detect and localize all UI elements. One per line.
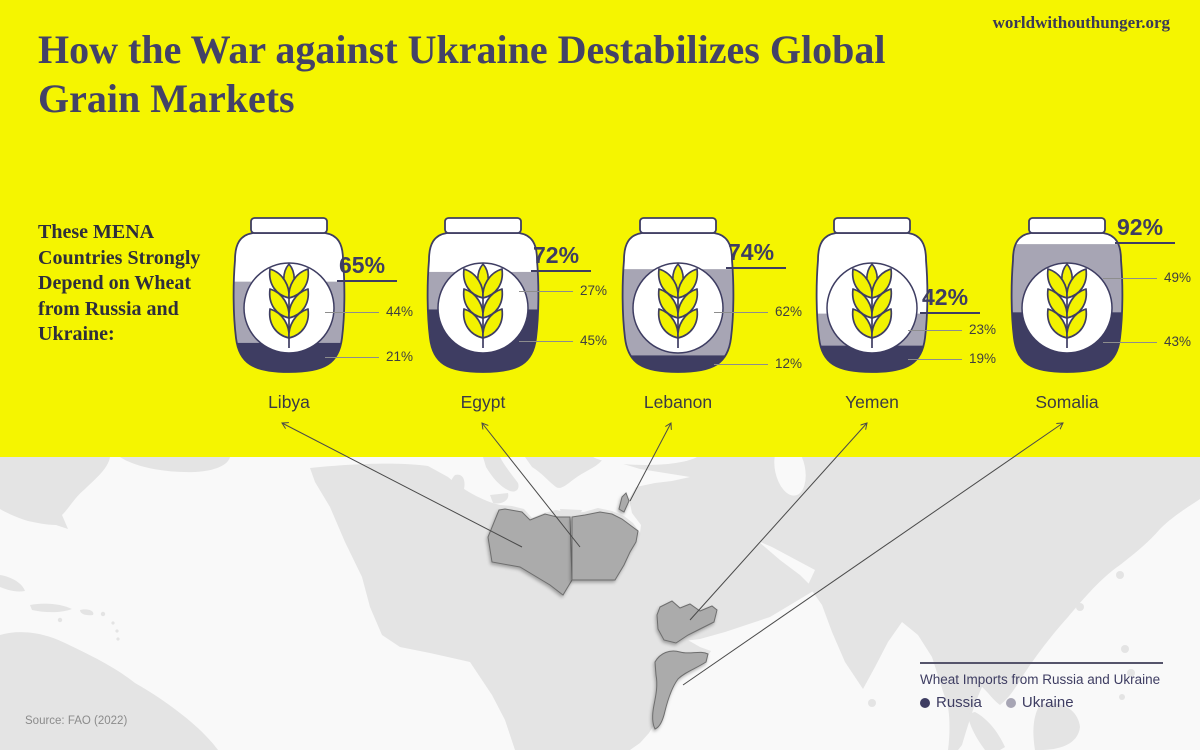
total-share-yemen: 42% (920, 283, 980, 314)
country-label-somalia: Somalia (1035, 392, 1099, 412)
wheat-icon (657, 263, 699, 348)
ukraine-leader-line (325, 312, 379, 314)
russia-leader-line (1103, 342, 1157, 344)
website-url: worldwithouthunger.org (992, 13, 1170, 32)
grain-jar-graphic (621, 217, 735, 373)
legend-title: Wheat Imports from Russia and Ukraine (920, 672, 1161, 687)
grain-jar-graphic (426, 217, 540, 373)
russia-share-libya: 21% (386, 349, 414, 365)
legend-label: Russia (936, 694, 982, 711)
jar-egypt: 72% 27% 45% Egypt (423, 216, 607, 426)
intro-text: These MENA Countries Strongly Depend on … (38, 221, 201, 346)
russia-share-somalia: 43% (1164, 334, 1192, 350)
jar-lid (1028, 217, 1106, 234)
wheat-icon (1046, 263, 1088, 348)
wheat-icon (268, 263, 310, 348)
russia-leader-line (519, 340, 573, 342)
page-title: How the War against Ukraine Destabilizes… (38, 27, 886, 121)
grain-jar-graphic (232, 217, 346, 373)
total-share-libya: 65% (337, 251, 397, 282)
jar-libya: 65% 44% 21% Libya (229, 216, 413, 426)
total-share-egypt: 72% (531, 241, 591, 272)
total-share-lebanon: 74% (726, 238, 786, 270)
ukraine-share-libya: 44% (386, 304, 414, 320)
jar-lid (639, 217, 717, 234)
jar-somalia: 92% 49% 43% Somalia (1007, 214, 1191, 426)
ukraine-share-yemen: 23% (969, 321, 997, 337)
map-country-lebanon (618, 492, 630, 513)
map-country-egypt (571, 511, 639, 581)
legend-dot-ukraine (1005, 697, 1016, 708)
jar-yemen: 42% 23% 19% Yemen (812, 216, 996, 426)
russia-share-lebanon: 12% (775, 355, 803, 371)
jar-lid (833, 217, 911, 234)
country-label-lebanon: Lebanon (643, 392, 713, 412)
ukraine-leader-line (714, 312, 768, 314)
russia-share-band (622, 355, 734, 372)
ukraine-share-lebanon: 62% (775, 304, 803, 320)
ukraine-leader-line (1103, 278, 1157, 280)
yellow-header-band (0, 0, 1200, 457)
ukraine-leader-line (908, 329, 962, 331)
legend: Wheat Imports from Russia and Ukraine Ru… (920, 662, 1163, 711)
ukraine-share-somalia: 49% (1164, 270, 1192, 286)
source-note: Source: FAO (2022) (25, 715, 128, 727)
legend-dot-russia (920, 697, 930, 708)
russia-leader-line (325, 357, 379, 359)
jar-lebanon: 74% 62% 12% Lebanon (618, 216, 802, 426)
russia-share-egypt: 45% (580, 332, 608, 348)
russia-leader-line (714, 363, 768, 365)
grain-jar-graphic (815, 217, 929, 373)
russia-leader-line (908, 358, 962, 360)
legend-item-russia: Russia (920, 694, 982, 711)
legend-items: Russia Ukraine (920, 694, 1163, 711)
jar-lid (444, 217, 522, 234)
wheat-icon (851, 263, 893, 348)
legend-label: Ukraine (1021, 694, 1074, 711)
ukraine-share-egypt: 27% (580, 282, 608, 298)
country-label-libya: Libya (268, 392, 310, 412)
ukraine-leader-line (519, 290, 573, 292)
country-label-egypt: Egypt (460, 392, 506, 412)
grain-jar-graphic (1010, 217, 1124, 373)
country-label-yemen: Yemen (845, 392, 899, 412)
jar-lid (250, 217, 328, 234)
russia-share-yemen: 19% (969, 350, 997, 366)
total-share-somalia: 92% (1115, 213, 1175, 245)
wheat-icon (462, 263, 504, 348)
legend-item-ukraine: Ukraine (1005, 694, 1074, 711)
